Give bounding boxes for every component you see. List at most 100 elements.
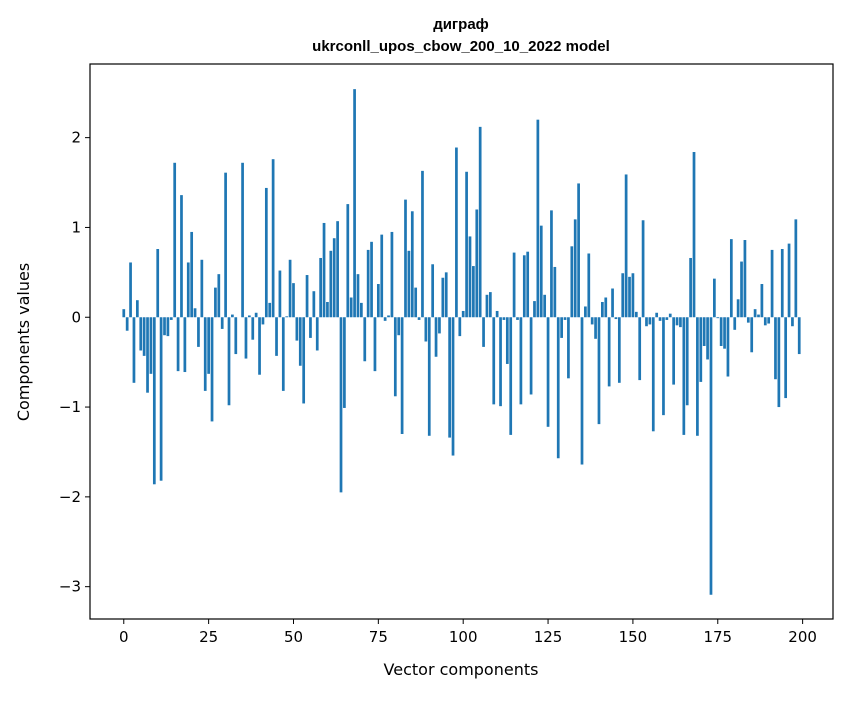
bar (557, 317, 560, 458)
bar (207, 317, 210, 374)
x-tick-label: 175 (703, 628, 732, 646)
bar (296, 317, 299, 340)
bar (689, 258, 692, 317)
bar (299, 317, 302, 366)
bar (496, 311, 499, 317)
bar (615, 317, 618, 319)
bar (632, 273, 635, 317)
bar (431, 264, 434, 317)
bar (445, 272, 448, 317)
bar (309, 317, 312, 338)
bar (285, 316, 288, 317)
bar (492, 317, 495, 404)
bar (574, 219, 577, 317)
bar (710, 317, 713, 595)
bar (136, 300, 139, 317)
bar (784, 317, 787, 398)
bar (567, 317, 570, 378)
bar (204, 317, 207, 391)
bar (618, 317, 621, 383)
bar (153, 317, 156, 484)
bar (122, 309, 125, 317)
bar (377, 284, 380, 317)
bar (241, 163, 244, 317)
bar (693, 152, 696, 317)
bar (771, 250, 774, 317)
bar (133, 317, 136, 383)
bar (262, 317, 265, 324)
bar (547, 317, 550, 427)
bar (747, 317, 750, 322)
bar (628, 277, 631, 317)
bar (754, 309, 757, 317)
bar (200, 260, 203, 317)
bar (781, 249, 784, 317)
bar (177, 317, 180, 371)
bar (258, 317, 261, 374)
bar (272, 159, 275, 317)
x-tick-label: 125 (534, 628, 563, 646)
bar (448, 317, 451, 437)
bar (669, 314, 672, 318)
bar (316, 317, 319, 350)
bar (723, 317, 726, 348)
y-tick-label: −2 (59, 488, 81, 506)
bar (706, 317, 709, 359)
x-tick-label: 25 (199, 628, 218, 646)
bar (255, 313, 258, 317)
bar (778, 317, 781, 407)
bar (251, 317, 254, 339)
bar (462, 311, 465, 317)
bar (323, 223, 326, 317)
bar (520, 317, 523, 404)
bar (245, 317, 248, 358)
bar (163, 317, 166, 335)
bar (757, 315, 760, 318)
bar (231, 315, 234, 318)
bar (387, 315, 390, 317)
bar (672, 317, 675, 384)
bar (397, 317, 400, 335)
bar (655, 313, 658, 317)
bar (564, 317, 567, 320)
bar (638, 317, 641, 380)
bar (642, 220, 645, 317)
bar (302, 317, 305, 403)
bar (224, 173, 227, 318)
y-tick-label: 0 (71, 308, 81, 326)
bar (533, 301, 536, 317)
bar (401, 317, 404, 434)
bar (472, 266, 475, 317)
bar (716, 317, 719, 318)
bar (482, 317, 485, 347)
bar (425, 317, 428, 341)
bar (744, 240, 747, 317)
bar (560, 317, 563, 338)
bar (391, 232, 394, 317)
x-tick-label: 50 (284, 628, 303, 646)
bar (601, 302, 604, 317)
bar (621, 273, 624, 317)
y-tick-label: −1 (59, 398, 81, 416)
bar (553, 267, 556, 317)
bar (329, 251, 332, 317)
bar (645, 317, 648, 326)
bar (234, 317, 237, 354)
bar (184, 317, 187, 372)
bar (774, 317, 777, 379)
bar (676, 317, 679, 325)
chart-title: диграф (433, 16, 489, 33)
bar (594, 317, 597, 339)
bar (479, 127, 482, 317)
bar (139, 317, 142, 350)
y-tick-label: 1 (71, 218, 81, 236)
bar (360, 303, 363, 317)
bar (167, 317, 170, 336)
bar (475, 209, 478, 317)
bar (608, 317, 611, 386)
bar (411, 211, 414, 317)
y-tick-label: −3 (59, 578, 81, 596)
bar (486, 295, 489, 317)
bar (408, 251, 411, 317)
